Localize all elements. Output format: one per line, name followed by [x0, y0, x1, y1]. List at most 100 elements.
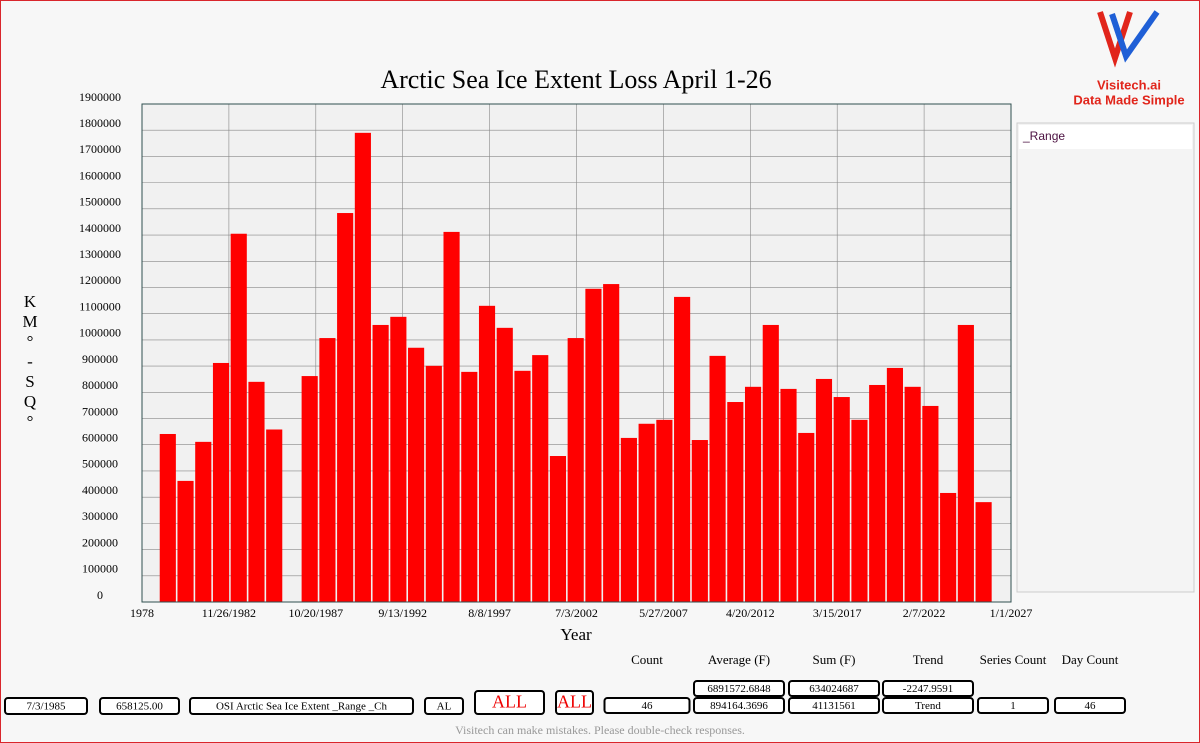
bar [727, 402, 744, 602]
stat-label: Day Count [1062, 652, 1119, 667]
bar [904, 386, 921, 602]
logo-tagline: Data Made Simple [1073, 92, 1184, 107]
y-tick-label: 100000 [82, 562, 118, 576]
x-tick-label: 2/7/2022 [903, 606, 946, 620]
logo-mark-red [1097, 11, 1133, 68]
logo-mark-blue [1109, 10, 1160, 63]
bar [691, 440, 708, 602]
stat-value: 1 [1010, 700, 1016, 712]
y-tick-label: 700000 [82, 404, 118, 418]
bar [354, 132, 371, 602]
bar [425, 365, 442, 602]
date-field: 7/3/1985 [26, 701, 66, 713]
y-tick-label: 200000 [82, 535, 118, 549]
stat-label: Series Count [980, 652, 1047, 667]
bar [957, 324, 974, 602]
bar [301, 376, 318, 602]
bar [532, 355, 549, 602]
bar [514, 370, 531, 602]
x-tick-label: 10/20/1987 [288, 606, 343, 620]
y-tick-label: 1700000 [79, 142, 121, 156]
bar [567, 338, 584, 602]
plot-frame [141, 103, 1012, 603]
bar [248, 381, 265, 602]
y-tick-label: 800000 [82, 378, 118, 392]
bar [851, 419, 868, 602]
stat-value-box [693, 697, 785, 714]
x-tick-label: 1978 [130, 606, 154, 620]
bar [656, 419, 673, 602]
all-button: ALL [492, 692, 527, 712]
bar [496, 327, 513, 602]
all-button-box [474, 690, 545, 715]
bar [869, 384, 886, 602]
x-axis-title: Year [560, 625, 592, 644]
bar [372, 324, 389, 602]
y-tick-label: 1300000 [79, 247, 121, 261]
y-tick-label: 1900000 [79, 90, 121, 104]
x-tick-label: 1/1/2027 [990, 606, 1033, 620]
bar [177, 480, 194, 602]
stat-value: 46 [1085, 700, 1097, 712]
bar [780, 388, 797, 602]
x-tick-label: 4/20/2012 [726, 606, 775, 620]
legend-panel [1016, 122, 1195, 593]
field-code: AL [437, 701, 452, 713]
bar [212, 362, 230, 602]
bar [674, 296, 691, 602]
bar [159, 433, 176, 602]
bar [975, 502, 992, 602]
stat-value-box [977, 697, 1049, 714]
logo-name: Visitech.ai [1097, 77, 1161, 92]
stat-value-box [603, 697, 691, 714]
stat-value-box [882, 680, 974, 697]
bar [319, 338, 336, 602]
y-tick-label: 1000000 [79, 326, 121, 340]
y-tick-label: 1800000 [79, 116, 121, 130]
y-tick-label: 300000 [82, 509, 118, 523]
x-tick-label: 7/3/2002 [555, 606, 598, 620]
y-tick-label: 1100000 [79, 299, 121, 313]
y-tick-label: 600000 [82, 430, 118, 444]
bar [638, 423, 655, 602]
logo: Visitech.ai Data Made Simple [1073, 10, 1185, 107]
stat-value: 6891572.6848 [707, 683, 771, 695]
series-field-box [189, 697, 414, 715]
stat-value-box [693, 680, 785, 697]
stat-value: Trend [915, 700, 941, 712]
bar [762, 324, 779, 602]
y-tick-label: 1500000 [79, 195, 121, 209]
legend-title: _Range [1022, 129, 1065, 143]
value-field-box [99, 697, 180, 715]
stat-value-box [788, 680, 880, 697]
bar [922, 405, 939, 602]
bar [549, 456, 567, 602]
chart-title: Arctic Sea Ice Extent Loss April 1-26 [380, 65, 771, 94]
bar [390, 316, 407, 602]
bar [886, 367, 903, 602]
bar [603, 284, 620, 602]
stat-label: Count [631, 652, 663, 667]
stat-value: -2247.9591 [903, 683, 953, 695]
bar [337, 213, 354, 603]
x-tick-label: 9/13/1992 [378, 606, 427, 620]
stat-value: 41131561 [812, 700, 856, 712]
bar [266, 429, 283, 602]
x-tick-label: 8/8/1997 [468, 606, 511, 620]
bar [230, 233, 247, 602]
x-tick-label: 11/26/1982 [202, 606, 256, 620]
y-tick-label: 0 [97, 588, 103, 602]
y-tick-label: 500000 [82, 457, 118, 471]
stat-value: 46 [642, 700, 654, 712]
stat-label: Average (F) [708, 652, 770, 667]
y-tick-label: 400000 [82, 483, 118, 497]
bar [940, 492, 957, 602]
bar [709, 355, 726, 602]
y-tick-label: 900000 [82, 352, 118, 366]
series-field: OSI Arctic Sea Ice Extent _Range _Ch [216, 701, 388, 713]
bar [815, 378, 833, 602]
bar [833, 397, 850, 602]
all-button: ALL [557, 692, 592, 712]
bar [478, 305, 496, 602]
